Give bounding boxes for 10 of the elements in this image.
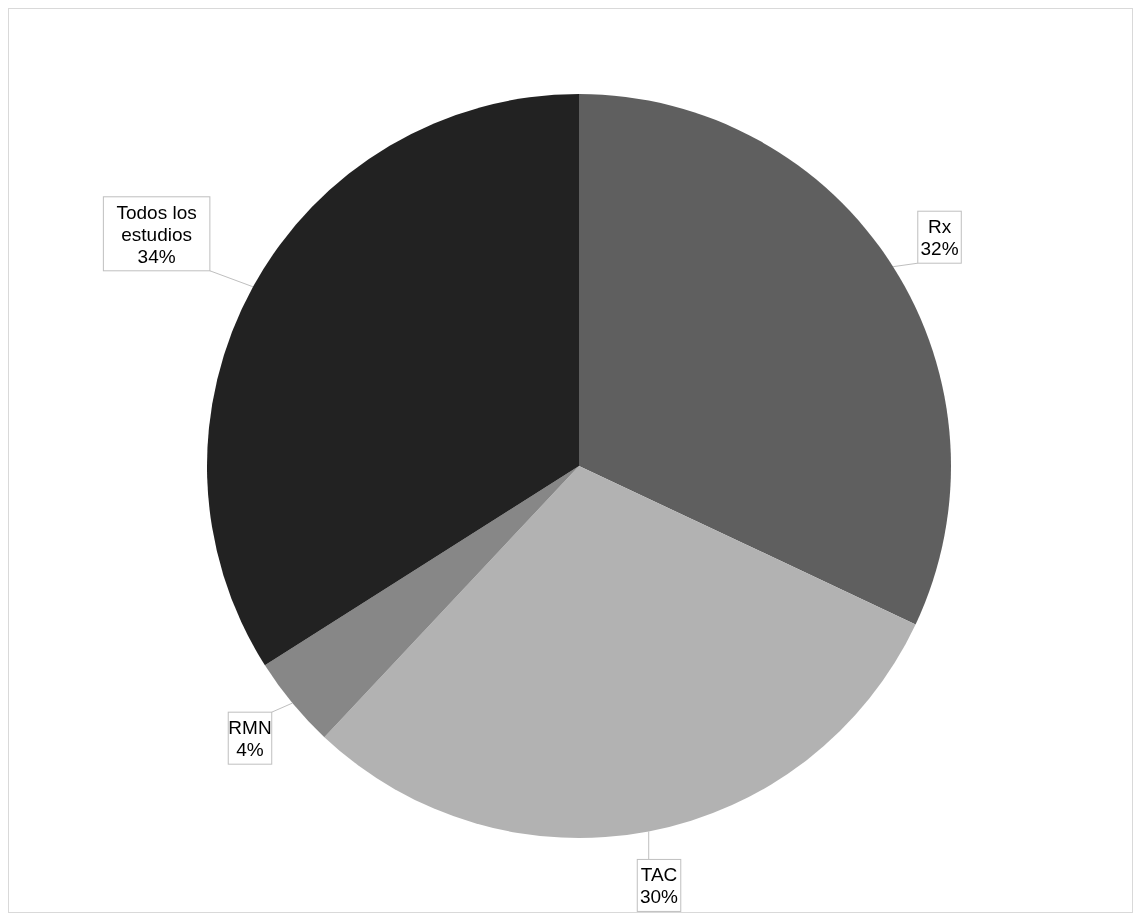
data-label: 34% [137,245,176,267]
slice-label: Todos los estudios [116,201,197,245]
pie-slice [207,94,579,666]
data-label: 32% [920,238,959,260]
pie-slice [324,466,916,838]
data-label: 30% [640,886,679,908]
slice-label: Rx [927,216,952,238]
data-label: 4% [236,739,264,761]
slice-label: RMN [228,717,272,739]
slice-label: TAC [640,864,678,886]
